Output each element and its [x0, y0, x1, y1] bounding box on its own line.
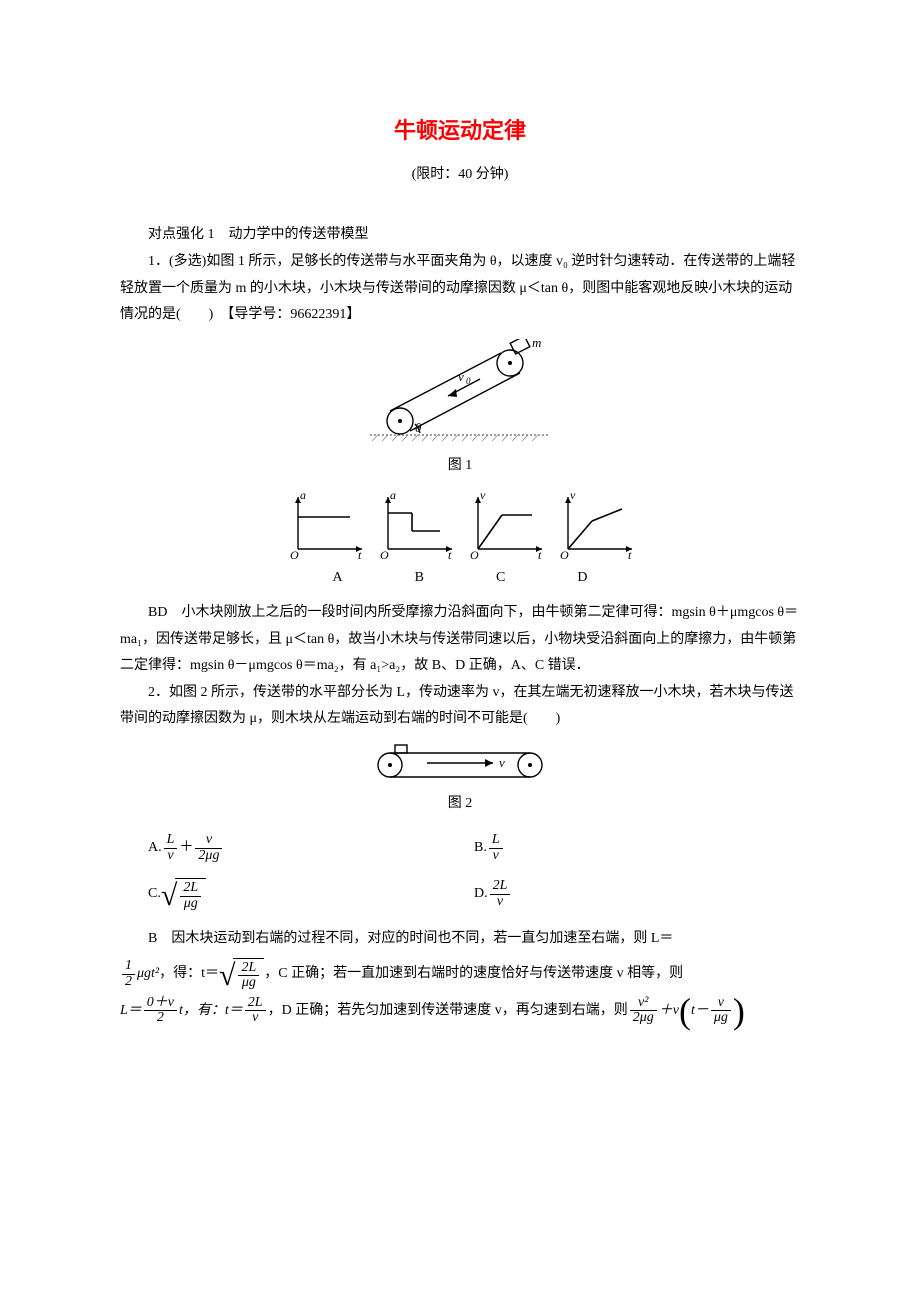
option-d: D. 2Lv	[474, 872, 800, 918]
svg-text:O: O	[560, 548, 569, 561]
frac-den: v	[164, 848, 178, 864]
mu-g-t2: μgt²	[137, 956, 159, 992]
panel-label: B	[415, 565, 424, 592]
option-label: D.	[474, 881, 488, 908]
frac-den: μg	[238, 975, 259, 991]
svg-text:O: O	[290, 548, 299, 561]
frac-num: 2L	[490, 879, 511, 894]
text: t－	[691, 993, 709, 1029]
figure-2-caption: 图 2	[120, 791, 800, 818]
text: ，D 正确；若先匀加速到传送带速度 v，再匀速到右端，则	[268, 993, 628, 1029]
q2-explanation-lead: B 因木块运动到右端的过程不同，对应的时间也不同，若一直匀加速至右端，则 L＝	[120, 926, 800, 953]
doc-title: 牛顿运动定律	[120, 110, 800, 152]
svg-text:t: t	[448, 548, 452, 561]
frac-num: 2L	[180, 881, 201, 896]
page: 牛顿运动定律 (限时：40 分钟) 对点强化 1 动力学中的传送带模型 1．(多…	[0, 0, 920, 1302]
svg-text:v: v	[570, 489, 576, 502]
svg-text:m: m	[532, 339, 541, 350]
q1-answer: BD 小木块刚放上之后的一段时间内所受摩擦力沿斜面向下，由牛顿第二定律可得：mg…	[120, 600, 800, 680]
svg-text:v: v	[480, 489, 486, 502]
panel-d-svg: v O t	[550, 489, 640, 561]
panel-c-svg: v O t	[460, 489, 550, 561]
section-heading: 对点强化 1 动力学中的传送带模型	[120, 222, 800, 249]
svg-text:t: t	[628, 548, 632, 561]
panel-a-svg: a O t	[280, 489, 370, 561]
svg-text:a: a	[390, 489, 396, 502]
text: ＋v	[659, 993, 679, 1029]
svg-text:a: a	[300, 489, 306, 502]
frac-num: 0＋v	[144, 996, 177, 1011]
svg-text:0: 0	[466, 376, 471, 386]
text: ，得：t＝	[159, 956, 219, 992]
svg-text:v: v	[458, 369, 464, 384]
frac-num: L	[489, 833, 503, 848]
frac-num: L	[164, 833, 178, 848]
figure-1: m v 0 θ	[120, 339, 800, 449]
frac-den: v	[490, 894, 511, 910]
svg-text:θ: θ	[415, 420, 422, 435]
q2-stem: 2．如图 2 所示，传送带的水平部分长为 L，传动速率为 v，在其左端无初速释放…	[120, 680, 800, 733]
frac-den: v	[245, 1010, 266, 1026]
figure-1-caption: 图 1	[120, 453, 800, 480]
frac-den: v	[489, 848, 503, 864]
svg-text:O: O	[380, 548, 389, 561]
svg-text:v: v	[499, 755, 505, 770]
panel-label: D	[577, 565, 587, 592]
frac-num: v	[711, 996, 731, 1011]
q2-options: A. Lv ＋ v2μg B. Lv C. √ 2Lμg D. 2Lv	[120, 826, 800, 918]
q2-explanation-math: 12 μgt² ，得：t＝ √ 2Lμg ，C 正确；若一直加速到右端时的速度恰…	[120, 956, 800, 1029]
frac-num: v²	[630, 996, 657, 1011]
panel-label: A	[333, 565, 343, 592]
svg-text:t: t	[358, 548, 362, 561]
text: ，C 正确；若一直加速到右端时的速度恰好与传送带速度 v 相等，则	[264, 956, 683, 992]
text: L＝	[120, 993, 142, 1029]
plus-sign: ＋	[179, 835, 193, 862]
text: t，有：t＝	[179, 993, 243, 1029]
paren-group: ( t－ vμg )	[679, 993, 745, 1029]
frac-den: 2μg	[630, 1010, 657, 1026]
svg-text:O: O	[470, 548, 479, 561]
frac-num: 2L	[245, 996, 266, 1011]
belt-horizontal-svg: v	[365, 743, 555, 787]
option-a: A. Lv ＋ v2μg	[148, 826, 474, 872]
figure-2: v	[120, 743, 800, 787]
panel-b-svg: a O t	[370, 489, 460, 561]
svg-text:t: t	[538, 548, 542, 561]
frac-den: 2μg	[195, 848, 222, 864]
frac-den: 2	[122, 974, 135, 990]
frac-den: 2	[144, 1010, 177, 1026]
option-b: B. Lv	[474, 826, 800, 872]
option-label: A.	[148, 835, 162, 862]
doc-subtitle: (限时：40 分钟)	[120, 162, 800, 189]
panel-label-row: A B C D	[120, 565, 800, 592]
frac-den: μg	[180, 896, 201, 912]
belt-incline-svg: m v 0 θ	[360, 339, 560, 449]
frac-num: v	[195, 833, 222, 848]
frac-den: μg	[711, 1010, 731, 1026]
panel-row: a O t a O t v O t v	[120, 489, 800, 561]
panel-label: C	[496, 565, 505, 592]
frac-num: 1	[122, 959, 135, 974]
option-c: C. √ 2Lμg	[148, 872, 474, 918]
frac-num: 2L	[238, 961, 259, 976]
option-label: C.	[148, 881, 161, 908]
q1-stem: 1．(多选)如图 1 所示，足够长的传送带与水平面夹角为 θ，以速度 v₀ 逆时…	[120, 249, 800, 329]
option-label: B.	[474, 835, 487, 862]
